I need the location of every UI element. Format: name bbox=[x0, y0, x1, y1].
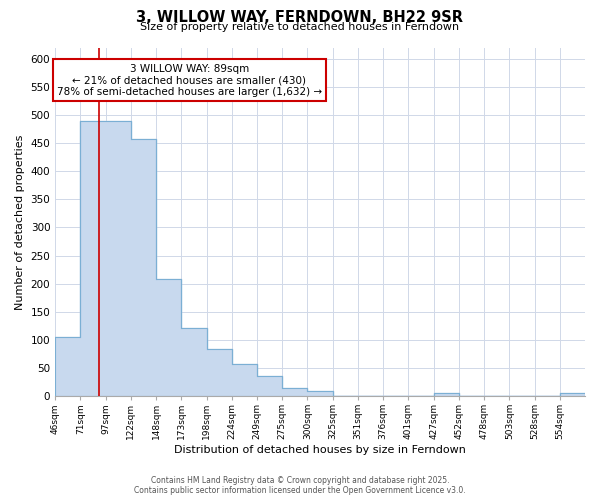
Text: 3 WILLOW WAY: 89sqm
← 21% of detached houses are smaller (430)
78% of semi-detac: 3 WILLOW WAY: 89sqm ← 21% of detached ho… bbox=[57, 64, 322, 96]
Polygon shape bbox=[55, 120, 585, 396]
Text: Size of property relative to detached houses in Ferndown: Size of property relative to detached ho… bbox=[140, 22, 460, 32]
Text: Contains HM Land Registry data © Crown copyright and database right 2025.
Contai: Contains HM Land Registry data © Crown c… bbox=[134, 476, 466, 495]
X-axis label: Distribution of detached houses by size in Ferndown: Distribution of detached houses by size … bbox=[174, 445, 466, 455]
Text: 3, WILLOW WAY, FERNDOWN, BH22 9SR: 3, WILLOW WAY, FERNDOWN, BH22 9SR bbox=[137, 10, 464, 25]
Y-axis label: Number of detached properties: Number of detached properties bbox=[15, 134, 25, 310]
